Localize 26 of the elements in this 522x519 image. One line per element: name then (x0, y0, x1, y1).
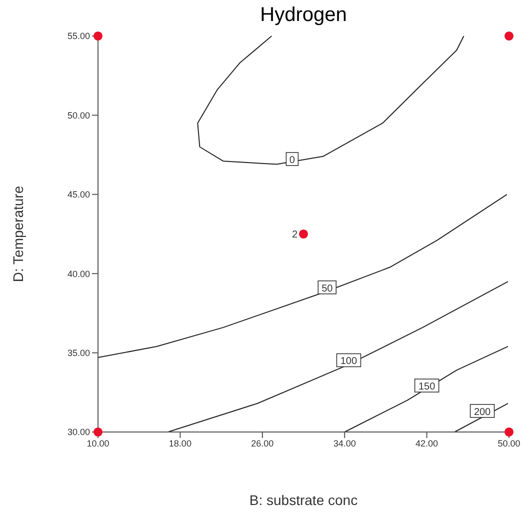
x-tick-label: 10.00 (86, 438, 110, 448)
annotation: 2 (292, 230, 298, 240)
y-tick-label: 40.00 (67, 268, 90, 279)
point (298, 229, 308, 239)
y-tick-label: 30.00 (67, 427, 90, 438)
line-series (197, 36, 464, 165)
annotation: 100 (340, 356, 358, 368)
y-tick-label: 35.00 (67, 348, 90, 358)
x-axis-title: B: substrate conc (249, 492, 358, 508)
x-tick-label: 50.00 (498, 438, 520, 448)
chart-title: Hydrogen (259, 4, 348, 27)
y-tick-label: 45.00 (67, 190, 90, 200)
annotation: 150 (418, 382, 436, 393)
x-tick-label: 34.00 (333, 438, 356, 448)
x-tick-label: 18.00 (168, 438, 192, 448)
x-tick-label: 26.00 (251, 438, 274, 448)
point (504, 31, 514, 41)
line-series (167, 281, 508, 432)
y-tick-label: 55.00 (67, 31, 90, 42)
y-tick-label: 50.00 (67, 110, 90, 120)
annotation: 0 (289, 155, 296, 166)
line-series (98, 194, 508, 358)
annotation: 50 (322, 283, 334, 294)
x-tick-label: 42.00 (416, 438, 438, 448)
annotation: 200 (474, 406, 492, 418)
y-axis-title: D: Temperature (10, 186, 26, 282)
